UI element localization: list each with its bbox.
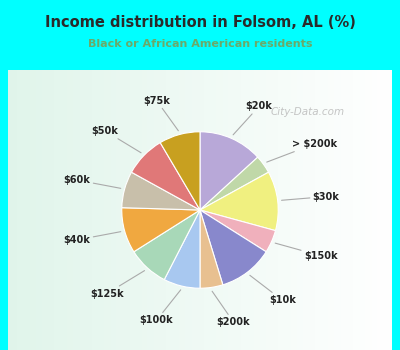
Text: $100k: $100k <box>140 290 181 325</box>
Text: $60k: $60k <box>64 175 121 188</box>
Text: $10k: $10k <box>250 275 296 305</box>
Text: Income distribution in Folsom, AL (%): Income distribution in Folsom, AL (%) <box>44 15 356 30</box>
Wedge shape <box>200 210 276 252</box>
Wedge shape <box>200 210 223 288</box>
Text: $40k: $40k <box>64 232 121 245</box>
Wedge shape <box>200 172 278 231</box>
Text: $125k: $125k <box>90 271 144 299</box>
Wedge shape <box>164 210 200 288</box>
Wedge shape <box>122 172 200 210</box>
Wedge shape <box>122 208 200 252</box>
Text: $30k: $30k <box>282 191 340 202</box>
Text: $150k: $150k <box>275 243 338 261</box>
Wedge shape <box>200 157 268 210</box>
Wedge shape <box>200 210 266 285</box>
Text: $200k: $200k <box>212 291 250 327</box>
Wedge shape <box>200 132 258 210</box>
Text: $75k: $75k <box>143 96 178 131</box>
Text: $20k: $20k <box>233 101 273 135</box>
Wedge shape <box>134 210 200 280</box>
Text: Black or African American residents: Black or African American residents <box>88 39 312 49</box>
Text: > $200k: > $200k <box>267 139 337 162</box>
Wedge shape <box>160 132 200 210</box>
Text: $50k: $50k <box>92 126 141 153</box>
Text: City-Data.com: City-Data.com <box>270 107 344 117</box>
Wedge shape <box>132 143 200 210</box>
